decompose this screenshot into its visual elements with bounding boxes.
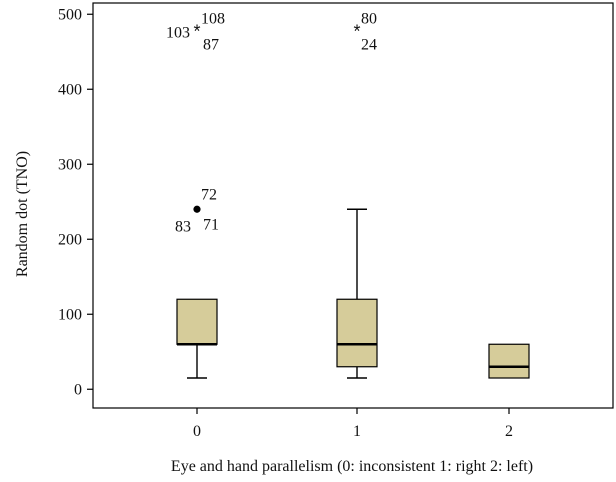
box-1 xyxy=(336,298,378,368)
box-2 xyxy=(488,343,530,379)
outlier-star-0-1: * xyxy=(193,21,200,41)
x-tick-label-0: 0 xyxy=(193,423,201,440)
outlier-label-1-0-1: 24 xyxy=(361,36,377,53)
x-axis: 0 1 2 xyxy=(193,408,513,440)
outlier-label-0-0-1: 83 xyxy=(175,218,191,235)
x-axis-title: Eye and hand parallelism (0: inconsisten… xyxy=(171,458,533,475)
outlier-point-0-0 xyxy=(193,205,201,213)
y-tick-label-100: 100 xyxy=(58,306,82,323)
x-tick-label-1: 1 xyxy=(353,423,361,440)
y-tick-label-400: 400 xyxy=(58,81,82,98)
box-0 xyxy=(176,298,218,345)
outlier-label-0-1-2: 87 xyxy=(203,36,219,53)
box-group-0: 72 83 71 *103 108 87 xyxy=(166,10,225,379)
y-axis: 0 100 200 300 400 500 xyxy=(58,6,93,398)
y-tick-label-300: 300 xyxy=(58,156,82,173)
box-group-2 xyxy=(488,343,530,379)
y-tick-label-0: 0 xyxy=(74,381,82,398)
box-group-1: *80 24 xyxy=(336,10,378,379)
y-axis-title: Random dot (TNO) xyxy=(14,151,31,277)
outlier-label-1-0-0: 80 xyxy=(361,10,377,27)
y-tick-label-500: 500 xyxy=(58,6,82,23)
y-tick-label-200: 200 xyxy=(58,231,82,248)
outlier-label-0-0-2: 71 xyxy=(203,216,219,233)
outlier-label-0-1-0: 103 xyxy=(166,24,190,41)
outlier-star-1-0: * xyxy=(353,21,360,41)
plot-frame xyxy=(92,2,614,409)
x-tick-label-2: 2 xyxy=(505,423,513,440)
outlier-label-0-0-0: 72 xyxy=(201,186,217,203)
outlier-label-0-1-1: 108 xyxy=(201,10,225,27)
